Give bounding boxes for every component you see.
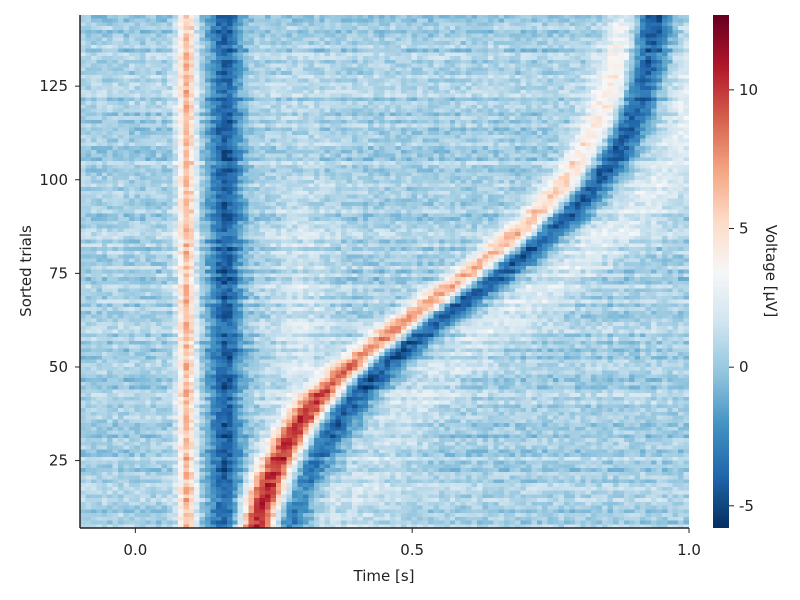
colorbar-tick-label: 0 [739, 358, 749, 376]
y-axis-label: Sorted trials [17, 225, 35, 317]
x-axis-label: Time [s] [353, 567, 415, 585]
y-ticks: 25 50 75 100 125 [39, 77, 80, 470]
colorbar-gradient [713, 15, 729, 528]
x-tick-label: 0.5 [400, 541, 424, 559]
colorbar-tick-label: -5 [739, 497, 754, 515]
x-tick-label: 1.0 [677, 541, 701, 559]
colorbar-ticks: -5 0 5 10 [729, 81, 758, 515]
y-tick-label: 125 [39, 77, 68, 95]
y-tick-label: 25 [49, 452, 68, 470]
axes [79, 15, 689, 529]
x-tick-label: 0.0 [123, 541, 147, 559]
heatmap-image [80, 15, 689, 528]
colorbar-tick-label: 5 [739, 220, 749, 238]
y-tick-label: 75 [49, 264, 68, 282]
colorbar-label: Voltage [µV] [762, 225, 780, 318]
x-ticks: 0.0 0.5 1.0 [123, 528, 701, 559]
y-tick-label: 50 [49, 358, 68, 376]
colorbar-tick-label: 10 [739, 81, 758, 99]
y-tick-label: 100 [39, 171, 68, 189]
